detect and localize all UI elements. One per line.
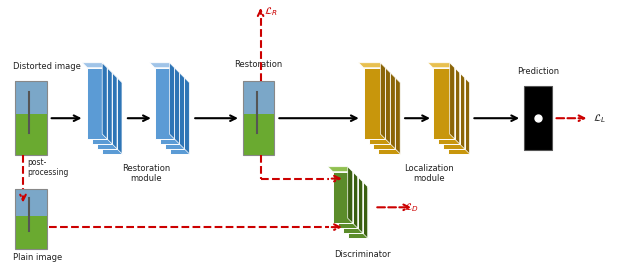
Polygon shape xyxy=(87,68,107,139)
Polygon shape xyxy=(465,78,470,154)
Polygon shape xyxy=(385,68,390,144)
Bar xyxy=(243,81,275,115)
Bar xyxy=(15,81,47,155)
Polygon shape xyxy=(378,83,400,154)
Polygon shape xyxy=(450,63,454,139)
Polygon shape xyxy=(170,63,175,139)
Text: $\mathcal{L}_L$: $\mathcal{L}_L$ xyxy=(593,112,606,125)
Text: Plain image: Plain image xyxy=(13,253,62,262)
Text: $\mathcal{L}_R$: $\mathcal{L}_R$ xyxy=(264,5,277,18)
Polygon shape xyxy=(380,63,385,139)
Text: Localization
module: Localization module xyxy=(404,164,454,183)
Polygon shape xyxy=(443,78,470,83)
Bar xyxy=(524,86,552,150)
Polygon shape xyxy=(175,68,179,144)
Polygon shape xyxy=(364,68,385,139)
Polygon shape xyxy=(164,78,189,83)
Polygon shape xyxy=(358,177,363,233)
Text: Distorted image: Distorted image xyxy=(13,62,81,71)
Polygon shape xyxy=(358,63,385,68)
Polygon shape xyxy=(338,177,358,228)
Polygon shape xyxy=(179,73,184,149)
Polygon shape xyxy=(338,177,363,182)
Polygon shape xyxy=(155,68,179,73)
Polygon shape xyxy=(102,83,122,154)
Polygon shape xyxy=(328,167,353,172)
Polygon shape xyxy=(433,68,454,139)
Polygon shape xyxy=(102,63,107,139)
Polygon shape xyxy=(343,182,363,233)
Polygon shape xyxy=(348,167,353,223)
Text: Restoration: Restoration xyxy=(234,60,283,69)
Polygon shape xyxy=(438,73,460,144)
Polygon shape xyxy=(448,83,470,154)
Text: Prediction: Prediction xyxy=(516,67,559,76)
Polygon shape xyxy=(97,78,117,149)
Text: $\mathcal{L}_D$: $\mathcal{L}_D$ xyxy=(404,201,419,214)
Bar xyxy=(15,115,47,155)
Polygon shape xyxy=(460,73,465,149)
Polygon shape xyxy=(353,172,358,228)
Polygon shape xyxy=(112,73,117,149)
Polygon shape xyxy=(117,78,122,154)
Polygon shape xyxy=(155,68,175,139)
Polygon shape xyxy=(184,78,189,154)
Polygon shape xyxy=(333,172,353,223)
Polygon shape xyxy=(428,63,454,68)
Polygon shape xyxy=(369,73,390,144)
Polygon shape xyxy=(374,78,400,83)
Polygon shape xyxy=(343,182,367,187)
Bar xyxy=(15,216,47,249)
Text: Discriminator: Discriminator xyxy=(334,250,391,259)
Polygon shape xyxy=(159,73,184,78)
Polygon shape xyxy=(374,78,396,149)
Polygon shape xyxy=(433,68,460,73)
Polygon shape xyxy=(333,172,358,177)
Polygon shape xyxy=(92,73,112,144)
Polygon shape xyxy=(348,187,367,238)
Bar xyxy=(243,81,275,155)
Polygon shape xyxy=(454,68,460,144)
Text: post-
processing: post- processing xyxy=(27,158,68,177)
Polygon shape xyxy=(170,83,189,154)
Polygon shape xyxy=(369,73,396,78)
Polygon shape xyxy=(87,68,112,73)
Polygon shape xyxy=(438,73,465,78)
Bar xyxy=(243,115,275,155)
Polygon shape xyxy=(97,78,122,83)
Polygon shape xyxy=(92,73,117,78)
Bar xyxy=(15,190,47,249)
Polygon shape xyxy=(164,78,184,149)
Polygon shape xyxy=(363,182,367,238)
Bar xyxy=(15,81,47,115)
Text: Restoration
module: Restoration module xyxy=(122,164,170,183)
Polygon shape xyxy=(107,68,112,144)
Polygon shape xyxy=(364,68,390,73)
Polygon shape xyxy=(390,73,396,149)
Polygon shape xyxy=(83,63,107,68)
Polygon shape xyxy=(150,63,175,68)
Polygon shape xyxy=(396,78,400,154)
Polygon shape xyxy=(443,78,465,149)
Bar xyxy=(15,190,47,216)
Polygon shape xyxy=(159,73,179,144)
